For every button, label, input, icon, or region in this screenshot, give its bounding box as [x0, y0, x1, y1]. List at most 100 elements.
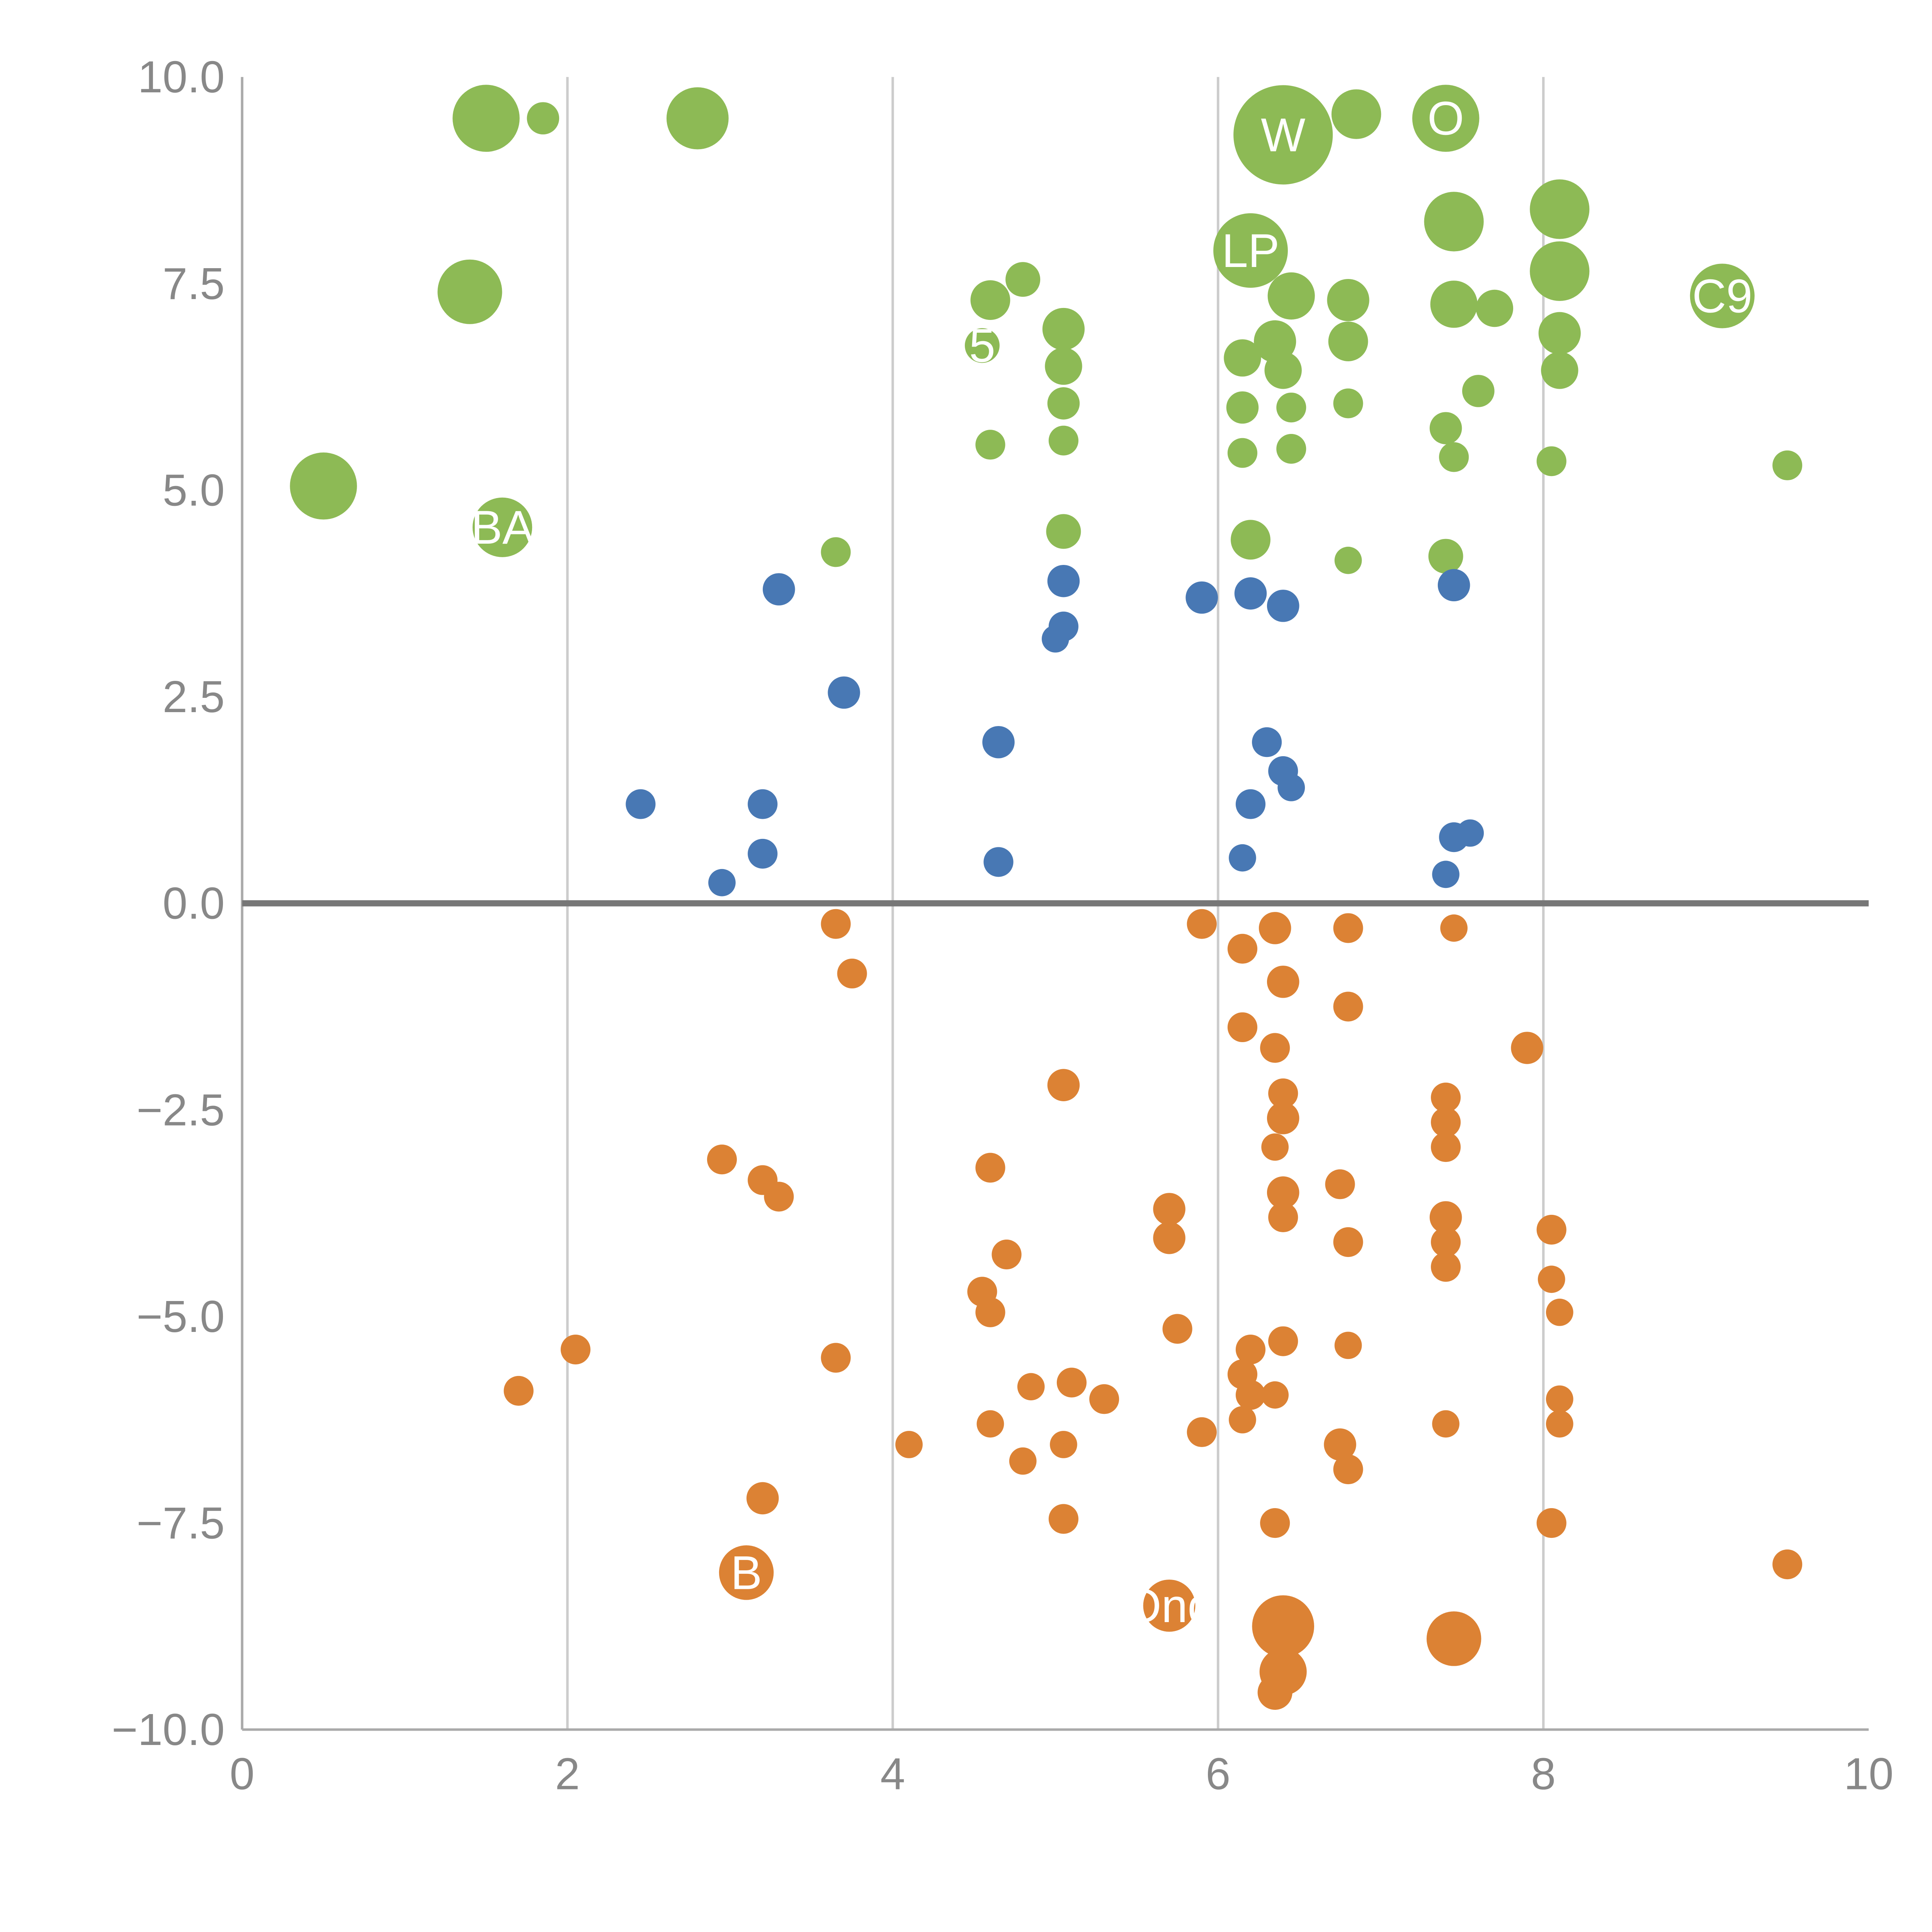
x-tick-label: 2: [555, 1748, 580, 1799]
x-tick-label: 4: [880, 1748, 905, 1799]
data-point: [1226, 391, 1259, 424]
x-tick-label: 10: [1844, 1748, 1894, 1799]
data-point: [1005, 262, 1041, 297]
data-point: [1227, 1012, 1258, 1043]
x-tick-label: 6: [1206, 1748, 1230, 1799]
data-point: [1143, 1579, 1196, 1632]
data-point: [1536, 1214, 1566, 1245]
x-tick-label: 8: [1531, 1748, 1556, 1799]
data-point: [1047, 387, 1080, 420]
data-point: [1536, 446, 1566, 476]
data-point: [1328, 321, 1368, 361]
data-point: [1333, 1454, 1363, 1485]
data-point: [1233, 85, 1333, 185]
data-point: [527, 102, 560, 134]
data-point: [764, 1182, 794, 1212]
data-point: [1252, 727, 1282, 757]
data-point: [1431, 1107, 1461, 1137]
data-point: [762, 573, 795, 605]
data-point: [746, 1482, 779, 1515]
data-point: [1690, 264, 1755, 328]
y-tick-label: −2.5: [136, 1085, 224, 1135]
data-point: [1185, 581, 1218, 614]
data-point: [1439, 442, 1469, 472]
data-point: [1276, 434, 1306, 464]
data-point: [1530, 179, 1590, 239]
data-point: [1264, 352, 1302, 389]
data-point: [1432, 861, 1459, 888]
data-point: [1267, 272, 1315, 320]
data-point: [1046, 514, 1081, 549]
data-point: [1537, 1265, 1565, 1293]
data-point: [1412, 85, 1480, 152]
data-point: [1252, 1595, 1315, 1658]
data-point: [1050, 1431, 1077, 1458]
y-tick-label: 10.0: [138, 52, 224, 102]
data-point: [1268, 1078, 1298, 1109]
data-point: [452, 85, 520, 152]
data-point: [992, 1240, 1022, 1270]
data-point: [1235, 789, 1266, 819]
data-point: [1056, 1367, 1087, 1398]
data-point: [1045, 347, 1082, 385]
data-point: [560, 1334, 591, 1365]
data-point: [1511, 1032, 1543, 1064]
data-point: [821, 909, 851, 939]
data-point: [1772, 1549, 1803, 1580]
data-point: [473, 497, 532, 557]
data-point: [1432, 1410, 1459, 1438]
data-point: [1231, 520, 1270, 560]
data-point: [1048, 1504, 1078, 1534]
data-point: [975, 1297, 1005, 1327]
data-point: [748, 789, 778, 819]
data-point: [707, 1145, 737, 1175]
data-point: [1235, 1334, 1266, 1365]
data-point: [1437, 569, 1470, 602]
data-point: [708, 869, 736, 896]
data-point: [1431, 1082, 1461, 1112]
data-point: [1261, 1381, 1289, 1409]
data-point: [1235, 1380, 1266, 1410]
y-tick-label: 0.0: [163, 878, 225, 929]
data-point: [1267, 1102, 1299, 1134]
data-point: [821, 1343, 851, 1373]
data-point: [1234, 577, 1267, 610]
data-point: [1047, 565, 1080, 597]
data-point: [1424, 192, 1484, 252]
data-point: [1431, 1227, 1461, 1257]
data-point: [1224, 339, 1261, 377]
data-point: [975, 430, 1005, 460]
data-point: [1536, 1508, 1566, 1538]
y-tick-label: 5.0: [163, 465, 225, 515]
data-point: [1213, 213, 1288, 288]
data-point: [1259, 912, 1291, 944]
data-point: [1229, 844, 1256, 872]
data-point: [1260, 1033, 1290, 1063]
data-point: [1325, 1169, 1355, 1199]
data-point: [1227, 438, 1258, 468]
data-point: [1333, 1227, 1363, 1257]
data-point: [983, 847, 1014, 877]
data-point: [1187, 1417, 1217, 1447]
data-point: [1268, 1202, 1298, 1232]
data-point: [1017, 1373, 1045, 1401]
data-point: [1331, 89, 1381, 139]
data-point: [970, 280, 1010, 320]
data-point: [1267, 966, 1299, 998]
y-tick-label: −5.0: [136, 1291, 224, 1342]
data-point: [290, 452, 357, 520]
data-point: [1333, 992, 1363, 1022]
data-point: [1257, 1675, 1293, 1710]
data-point: [1009, 1447, 1037, 1475]
data-point: [828, 676, 860, 709]
data-point: [975, 1153, 1005, 1183]
data-point: [1538, 312, 1581, 354]
data-point: [1334, 546, 1362, 574]
data-point: [1428, 539, 1463, 574]
data-point: [1431, 1252, 1461, 1282]
data-point: [1462, 375, 1495, 407]
data-point: [1187, 909, 1217, 939]
data-point: [1277, 774, 1305, 801]
data-point: [1431, 1132, 1461, 1162]
